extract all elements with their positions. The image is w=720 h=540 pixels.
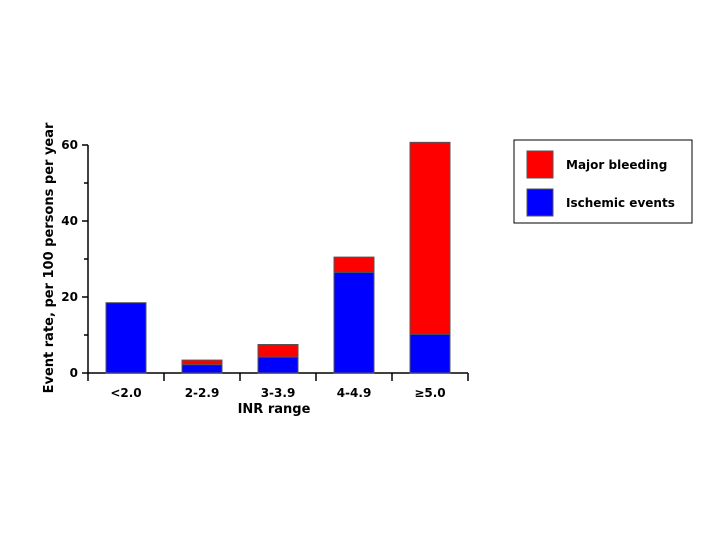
y-tick-label: 40 [61,214,78,228]
x-tick-label: 2-2.9 [185,386,220,400]
y-tick-label: 20 [61,290,78,304]
x-tick-label: <2.0 [110,386,141,400]
x-tick-label: 4-4.9 [337,386,372,400]
bar-segment [181,364,223,374]
bar-segment [181,359,223,366]
y-axis-label: Event rate, per 100 persons per year [42,122,57,393]
bar-segment [409,333,451,374]
bar-segment [105,302,147,374]
y-tick-label: 60 [61,138,78,152]
bar-segment [333,271,375,374]
bar-segment [333,256,375,273]
bars [105,141,451,374]
x-axis-label: INR range [238,402,311,417]
x-tick-label: 3-3.9 [261,386,296,400]
legend-swatch [526,150,554,179]
bar-segment [257,356,299,374]
legend-label: Ischemic events [566,196,675,210]
x-tick-label: ≥5.0 [414,386,445,400]
legend-swatch [526,188,554,217]
bar-segment [409,141,451,335]
y-axis: 0 20 40 60 [61,138,89,380]
legend: Major bleeding Ischemic events [513,139,693,224]
x-axis: <2.0 2-2.9 3-3.9 4-4.9 ≥5.0 [87,372,469,400]
y-tick-label: 0 [70,366,78,380]
legend-label: Major bleeding [566,158,667,172]
bar-segment [257,344,299,358]
